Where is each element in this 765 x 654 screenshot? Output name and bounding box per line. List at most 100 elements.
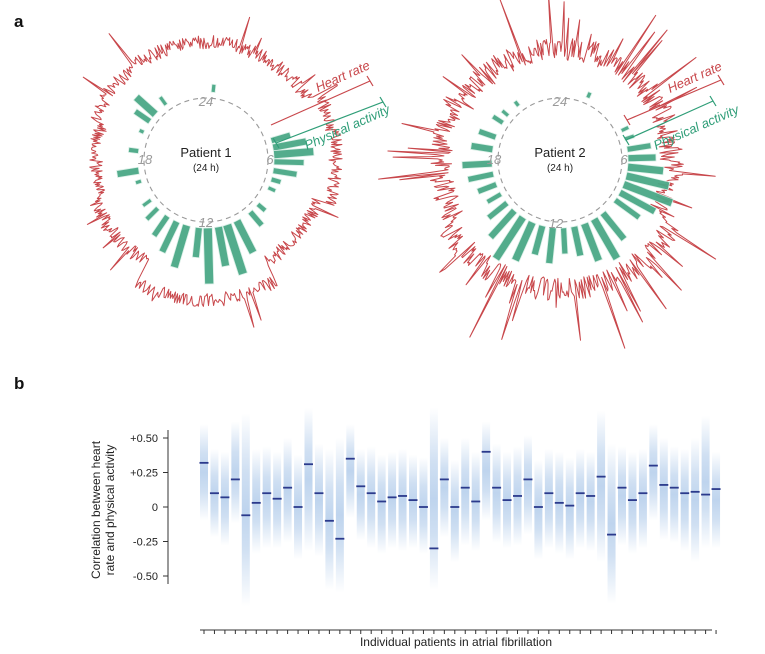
activity-bar <box>490 113 505 126</box>
correlation-band <box>586 451 595 552</box>
correlation-band <box>712 451 721 549</box>
activity-bar <box>619 124 630 134</box>
activity-bar <box>470 142 494 154</box>
patient-2-clock-circle <box>497 97 623 223</box>
activity-bar <box>487 207 518 241</box>
correlation-band <box>607 443 616 604</box>
y-tick-label: +0.50 <box>130 433 158 445</box>
correlation-band <box>691 438 700 563</box>
activity-bar <box>580 221 603 263</box>
activity-bar <box>222 222 248 277</box>
activity-bar <box>169 223 192 270</box>
correlation-band <box>492 443 501 543</box>
correlation-band <box>649 424 658 521</box>
patient-2-hour-6: 6 <box>620 152 628 167</box>
activity-bar <box>511 219 537 263</box>
heart-rate-line <box>82 16 343 328</box>
activity-bar <box>485 191 503 205</box>
correlation-band <box>544 449 553 549</box>
patient-1-radial-plot: 24 6 12 18 Patient 1 (24 h) <box>82 16 343 328</box>
correlation-band <box>597 410 606 563</box>
patient-1-heart-rate-trace <box>82 16 343 328</box>
patient-2-heart-rate-legend: Heart rate <box>665 59 724 96</box>
activity-bar <box>273 147 315 160</box>
correlation-band <box>659 438 668 541</box>
activity-bar <box>269 176 282 186</box>
activity-bar <box>626 162 665 176</box>
patient-1-title: Patient 1 <box>180 145 231 160</box>
activity-bar <box>500 108 511 118</box>
activity-bar <box>512 99 521 108</box>
y-tick-label: 0 <box>152 502 158 514</box>
patient-2-title: Patient 2 <box>534 145 585 160</box>
activity-bar <box>132 108 153 125</box>
y-axis-title-line-1: Correlation between heart <box>89 440 103 579</box>
activity-bar <box>627 153 657 163</box>
patient-2-hour-12: 12 <box>549 216 564 231</box>
activity-bar <box>560 227 569 255</box>
activity-bar <box>599 210 628 243</box>
activity-bar <box>624 171 671 191</box>
correlation-chart: +0.50 +0.25 0 -0.25 -0.50 Individual patient… <box>89 407 721 649</box>
activity-bar <box>570 225 585 258</box>
activity-bar <box>137 127 146 135</box>
correlation-band <box>262 446 271 549</box>
patient-1-heart-rate-legend: Heart rate <box>313 58 372 95</box>
heart-rate-line <box>378 0 717 349</box>
correlation-band <box>680 449 689 552</box>
activity-bar <box>585 91 593 100</box>
activity-bar <box>476 181 499 195</box>
correlation-band <box>335 438 344 593</box>
patient-1-heart-rate-bracket <box>270 75 374 126</box>
y-tick-label: -0.50 <box>133 571 158 583</box>
activity-bar <box>621 180 674 208</box>
activity-bar <box>134 178 143 186</box>
activity-bar <box>266 185 277 194</box>
activity-bar <box>141 197 153 209</box>
activity-bar <box>491 214 527 262</box>
correlation-band <box>523 435 532 535</box>
x-axis-title: Individual patients in atrial fibrillati… <box>360 635 552 649</box>
panel-a-letter: a <box>14 12 24 31</box>
patient-2-radial-plot: 24 6 12 18 Patient 2 (24 h) <box>378 0 717 349</box>
patient-1-hour-6: 6 <box>266 152 274 167</box>
patient-1-activity-bracket <box>272 96 387 149</box>
patient-1-hour-24: 24 <box>198 94 213 109</box>
correlation-band <box>252 449 261 554</box>
activity-bar <box>477 127 498 141</box>
correlation-band <box>388 451 397 549</box>
correlation-band <box>638 449 647 549</box>
correlation-band <box>241 413 250 607</box>
correlation-band <box>304 407 313 552</box>
activity-bar <box>150 213 171 239</box>
correlation-band <box>670 446 679 543</box>
y-axis-ticks: +0.50 +0.25 0 -0.25 -0.50 <box>130 433 168 583</box>
patient-2-hour-18: 18 <box>487 152 502 167</box>
activity-bar <box>247 209 265 228</box>
activity-bar <box>612 196 642 221</box>
y-tick-label: +0.25 <box>130 468 158 480</box>
patient-1-activity-bars <box>116 83 315 285</box>
correlation-band <box>461 438 470 546</box>
activity-bar <box>461 159 493 170</box>
activity-bar <box>486 199 510 221</box>
correlation-band <box>450 460 459 563</box>
activity-bar <box>545 226 557 265</box>
correlation-band <box>618 446 626 546</box>
correlation-markers <box>199 450 721 550</box>
correlation-band <box>409 454 417 549</box>
activity-bar <box>191 226 203 259</box>
activity-bar <box>530 224 547 257</box>
y-tick-label: -0.25 <box>133 537 158 549</box>
correlation-band <box>565 457 574 560</box>
activity-bar <box>132 93 159 119</box>
correlation-bands <box>200 407 721 607</box>
patient-1-activity-legend: Physical activity <box>302 101 393 153</box>
patient-2-hour-24: 24 <box>552 94 567 109</box>
activity-bar <box>589 216 622 262</box>
y-axis-title-line-2: rate and physical activity <box>103 445 117 576</box>
correlation-band <box>701 415 710 549</box>
correlation-band <box>576 449 585 549</box>
patient-2-activity-bracket <box>622 95 717 146</box>
correlation-band <box>346 424 355 519</box>
